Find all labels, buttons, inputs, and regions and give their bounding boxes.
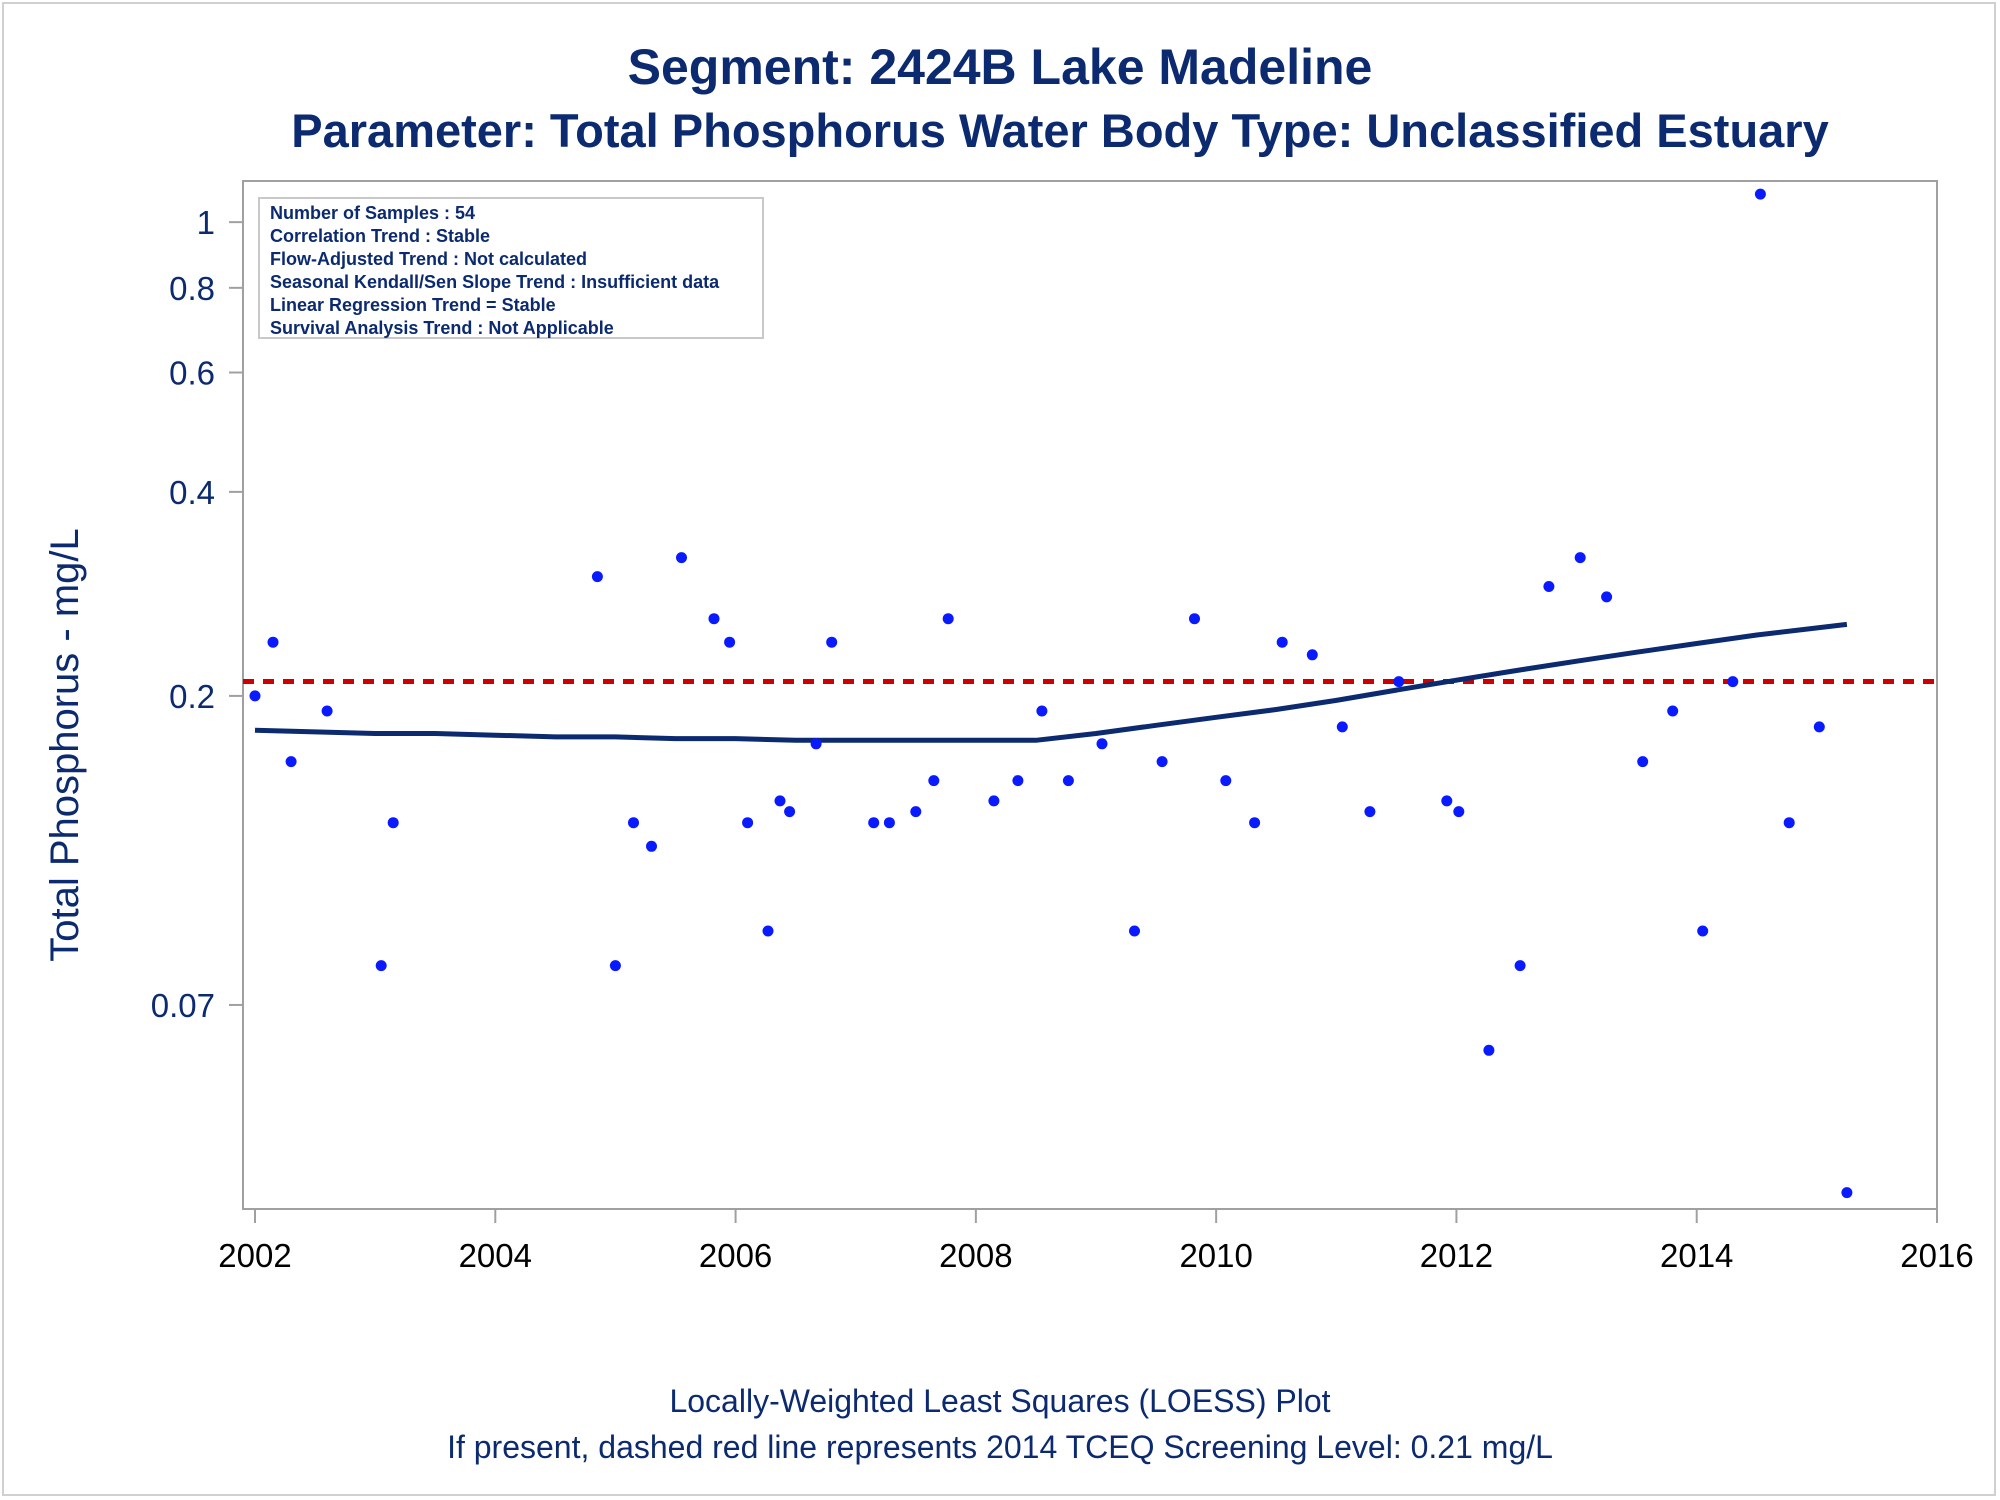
data-point [1783,817,1795,829]
footer-plot-type: Locally-Weighted Least Squares (LOESS) P… [669,1383,1331,1419]
data-point [1601,591,1613,603]
stat-linear-regression: Linear Regression Trend = Stable [270,295,556,315]
data-point [774,795,786,807]
data-point [267,636,279,648]
data-point [646,840,657,852]
trend-stats-box: Number of Samples : 54 Correlation Trend… [258,197,764,339]
y-tick-label: 0.07 [151,987,215,1024]
data-point [375,960,387,972]
y-tick-label: 0.2 [169,678,215,715]
data-point [1220,775,1232,787]
stat-flow-adjusted-trend: Flow-Adjusted Trend : Not calculated [270,249,588,269]
data-point [1249,817,1261,829]
data-point [826,636,838,648]
x-tick-label: 2010 [1179,1237,1252,1274]
data-point [1453,806,1465,818]
data-point [1697,925,1709,937]
data-point [883,817,895,829]
y-axis: 0.07 0.2 0.4 0.6 0.8 1 [151,204,243,1024]
data-point [1364,806,1376,818]
data-point [1062,775,1074,787]
stat-seasonal-kendall: Seasonal Kendall/Sen Slope Trend : Insuf… [270,272,720,292]
x-tick-label: 2014 [1660,1237,1733,1274]
data-point [942,613,954,625]
data-point [609,960,621,972]
data-point [249,690,261,702]
loess-line [254,621,1848,743]
x-tick-label: 2004 [459,1237,532,1274]
data-point [1514,960,1526,972]
x-tick-label: 2012 [1420,1237,1493,1274]
data-point [742,817,754,829]
data-point [1096,738,1108,750]
data-point [1574,552,1586,564]
data-point [1727,676,1739,688]
data-point [285,756,297,768]
x-tick-label: 2008 [939,1237,1012,1274]
data-point [1129,925,1140,937]
data-point [387,817,399,829]
x-axis: 2002 2004 2006 2008 2010 2012 2014 2016 [218,1209,1974,1274]
chart-subtitle: Parameter: Total Phosphorus Water Body T… [291,104,1829,157]
data-point [724,636,736,648]
data-point [1336,721,1348,733]
data-point [1012,775,1024,787]
footer-screening-note: If present, dashed red line represents 2… [447,1429,1553,1465]
data-point [1483,1044,1495,1056]
data-point [810,738,822,750]
x-tick-label: 2016 [1900,1237,1973,1274]
chart-title: Segment: 2424B Lake Madeline [627,39,1373,95]
stat-samples: Number of Samples : 54 [270,203,476,223]
data-point [676,552,687,564]
data-point [762,925,774,937]
data-point [1276,636,1288,648]
data-point [1441,795,1453,807]
data-point [1754,188,1766,200]
y-tick-label: 0.6 [169,355,215,392]
y-tick-label: 0.4 [169,474,215,511]
data-point [988,795,1000,807]
data-point [1841,1187,1853,1199]
data-point [1667,705,1679,717]
loess-curve [254,621,1848,743]
stat-survival-analysis: Survival Analysis Trend : Not Applicable [270,318,614,338]
data-point [708,613,720,625]
data-point [1306,649,1318,661]
data-point [1156,756,1168,768]
data-point [868,817,880,829]
data-point [1813,721,1825,733]
y-tick-label: 0.8 [169,270,215,307]
data-point [784,806,796,818]
data-point [1543,581,1555,592]
data-point [910,806,922,818]
stat-correlation-trend: Correlation Trend : Stable [270,226,491,246]
data-point [1393,676,1405,688]
data-point [591,571,603,583]
x-tick-label: 2002 [218,1237,291,1274]
data-points [249,188,1853,1199]
data-point [321,705,333,717]
data-point [628,817,639,829]
y-tick-label: 1 [197,204,215,241]
data-point [1036,705,1048,717]
data-point [1189,613,1200,625]
data-point [928,775,940,787]
data-point [1637,756,1649,768]
x-tick-label: 2006 [699,1237,772,1274]
